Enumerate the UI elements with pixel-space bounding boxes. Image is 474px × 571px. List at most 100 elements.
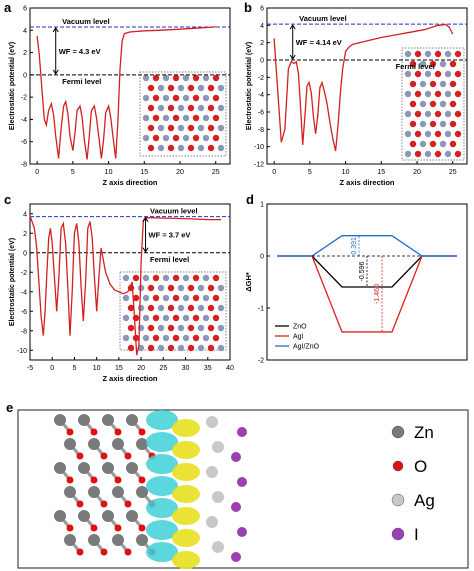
inset-atom	[127, 324, 135, 332]
x-axis-label: Z axis direction	[102, 178, 157, 187]
inset-atom	[192, 314, 200, 322]
inset-atom	[122, 314, 130, 322]
inset-atom	[122, 294, 130, 302]
inset-atom	[147, 344, 155, 352]
inset-atom	[212, 334, 220, 342]
o-atom	[114, 428, 122, 436]
inset-atom	[152, 314, 160, 322]
charge-accumulation	[172, 507, 200, 525]
plot-frame	[29, 203, 231, 361]
o-atom	[100, 500, 108, 508]
inset-atom	[439, 60, 447, 68]
fermi-level-label: Fermi level	[396, 62, 435, 71]
inset-atom	[414, 150, 422, 158]
inset-atom	[152, 134, 160, 142]
inset-atom	[197, 104, 205, 112]
inset-atom	[404, 90, 412, 98]
x-axis-label: Z axis direction	[102, 374, 157, 383]
inset-atom	[404, 70, 412, 78]
value-label: 0.391	[351, 237, 358, 255]
inset-atom	[202, 94, 210, 102]
inset-atom	[404, 110, 412, 118]
zn-atom	[136, 534, 148, 546]
y-tick-label: -4	[21, 289, 27, 296]
inset-atom	[419, 100, 427, 108]
fermi-level-label: Fermi level	[150, 255, 189, 264]
inset-atom	[429, 80, 437, 88]
panel-label-a: a	[4, 0, 12, 15]
y-tick-label: 2	[260, 40, 264, 47]
x-tick-label: 10	[93, 365, 101, 372]
charge-accumulation	[172, 441, 200, 459]
x-tick-label: -5	[27, 365, 33, 372]
inset-atom	[207, 324, 215, 332]
inset-atom	[147, 284, 155, 292]
inset-atom	[187, 284, 195, 292]
inset-atom	[197, 144, 205, 152]
x-tick-label: 0	[35, 169, 39, 176]
inset-atom	[202, 74, 210, 82]
zn-atom	[136, 486, 148, 498]
zn-atom	[64, 486, 76, 498]
ag-atom	[206, 466, 218, 478]
y-tick-label: -6	[258, 110, 264, 117]
y-tick-label: 1	[260, 202, 264, 209]
ag-atom	[212, 541, 224, 553]
inset-atom	[147, 124, 155, 132]
y-tick-label: 0	[260, 254, 264, 261]
inset-atom	[454, 150, 462, 158]
zn-atom	[112, 486, 124, 498]
zn-atom	[88, 438, 100, 450]
inset-atom	[172, 334, 180, 342]
inset-atom	[207, 284, 215, 292]
inset-atom	[217, 104, 225, 112]
legend-atom-swatch	[391, 493, 405, 507]
y-tick-label: 6	[260, 6, 264, 13]
inset-atom	[157, 144, 165, 152]
panel-label-e: e	[6, 400, 14, 415]
o-atom	[76, 500, 84, 508]
legend-atom-label: Ag	[414, 491, 435, 510]
inset-atom	[172, 94, 180, 102]
inset-atom	[434, 50, 442, 58]
y-axis-label: Electrostatic potential (eV)	[9, 238, 16, 326]
zn-atom	[88, 486, 100, 498]
inset-atom	[167, 284, 175, 292]
wf-arrow-head	[142, 247, 149, 253]
inset-atom	[197, 284, 205, 292]
zn-atom	[102, 510, 114, 522]
inset-atom	[202, 114, 210, 122]
inset-atom	[419, 60, 427, 68]
inset-atom	[439, 140, 447, 148]
inset-atom	[424, 130, 432, 138]
inset-atom	[434, 110, 442, 118]
y-tick-label: -1	[258, 306, 264, 313]
zno-agi-interface-structure	[54, 410, 247, 569]
inset-atom	[217, 284, 225, 292]
potential-curve	[29, 215, 222, 356]
inset-atom	[172, 294, 180, 302]
inset-atom	[404, 150, 412, 158]
inset-atom	[424, 110, 432, 118]
inset-atom	[142, 134, 150, 142]
inset-atom	[177, 84, 185, 92]
inset-atom	[187, 84, 195, 92]
inset-atom	[177, 304, 185, 312]
inset-atom	[162, 94, 170, 102]
inset-atom	[454, 70, 462, 78]
inset-atom	[444, 50, 452, 58]
o-atom	[124, 500, 132, 508]
inset-atom	[147, 104, 155, 112]
value-label: -1.460	[374, 284, 381, 304]
inset-atom	[157, 84, 165, 92]
inset-atom	[162, 274, 170, 282]
inset-atom	[192, 274, 200, 282]
inset-atom	[419, 140, 427, 148]
zn-atom	[54, 462, 66, 474]
inset-atom	[197, 324, 205, 332]
wf-arrow-head	[52, 69, 59, 75]
x-tick-label: 20	[176, 169, 184, 176]
ag-atom	[206, 416, 218, 428]
inset-atom	[404, 130, 412, 138]
i-atom	[231, 502, 241, 512]
